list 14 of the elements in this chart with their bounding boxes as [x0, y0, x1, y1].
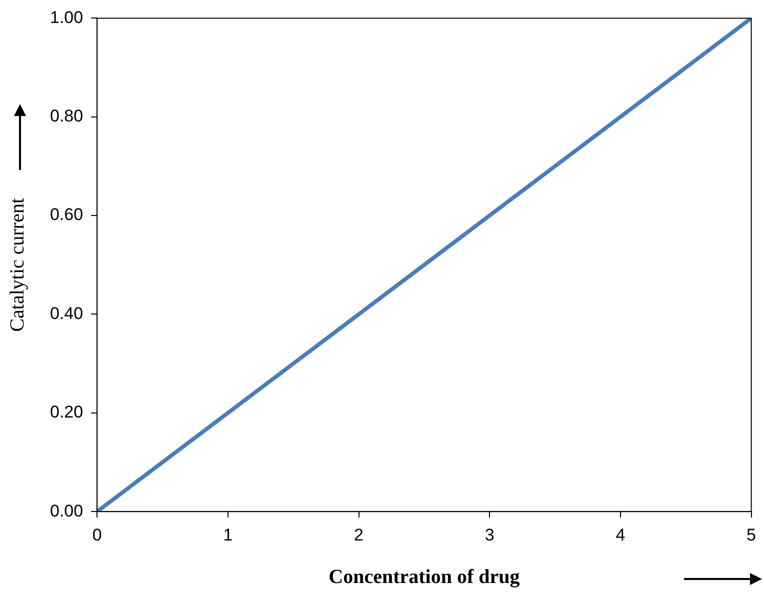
x-axis-title: Concentration of drug: [328, 566, 520, 588]
y-axis-title: Catalytic current: [6, 198, 28, 332]
x-tick-label: 3: [484, 525, 494, 544]
y-tick-label: 0.80: [50, 106, 84, 126]
y-tick-label: 0.60: [50, 205, 84, 224]
x-tick-label: 0: [92, 525, 102, 544]
y-tick-label: 0.20: [50, 402, 84, 422]
x-tick-label: 1: [223, 525, 233, 544]
x-tick-label: 4: [616, 525, 626, 544]
y-tick-label: 0.40: [50, 304, 84, 323]
y-tick-label: 1.00: [50, 8, 84, 27]
x-tick-label: 2: [354, 525, 364, 544]
x-tick-label: 5: [746, 525, 756, 544]
y-tick-label: 0.00: [50, 501, 84, 520]
